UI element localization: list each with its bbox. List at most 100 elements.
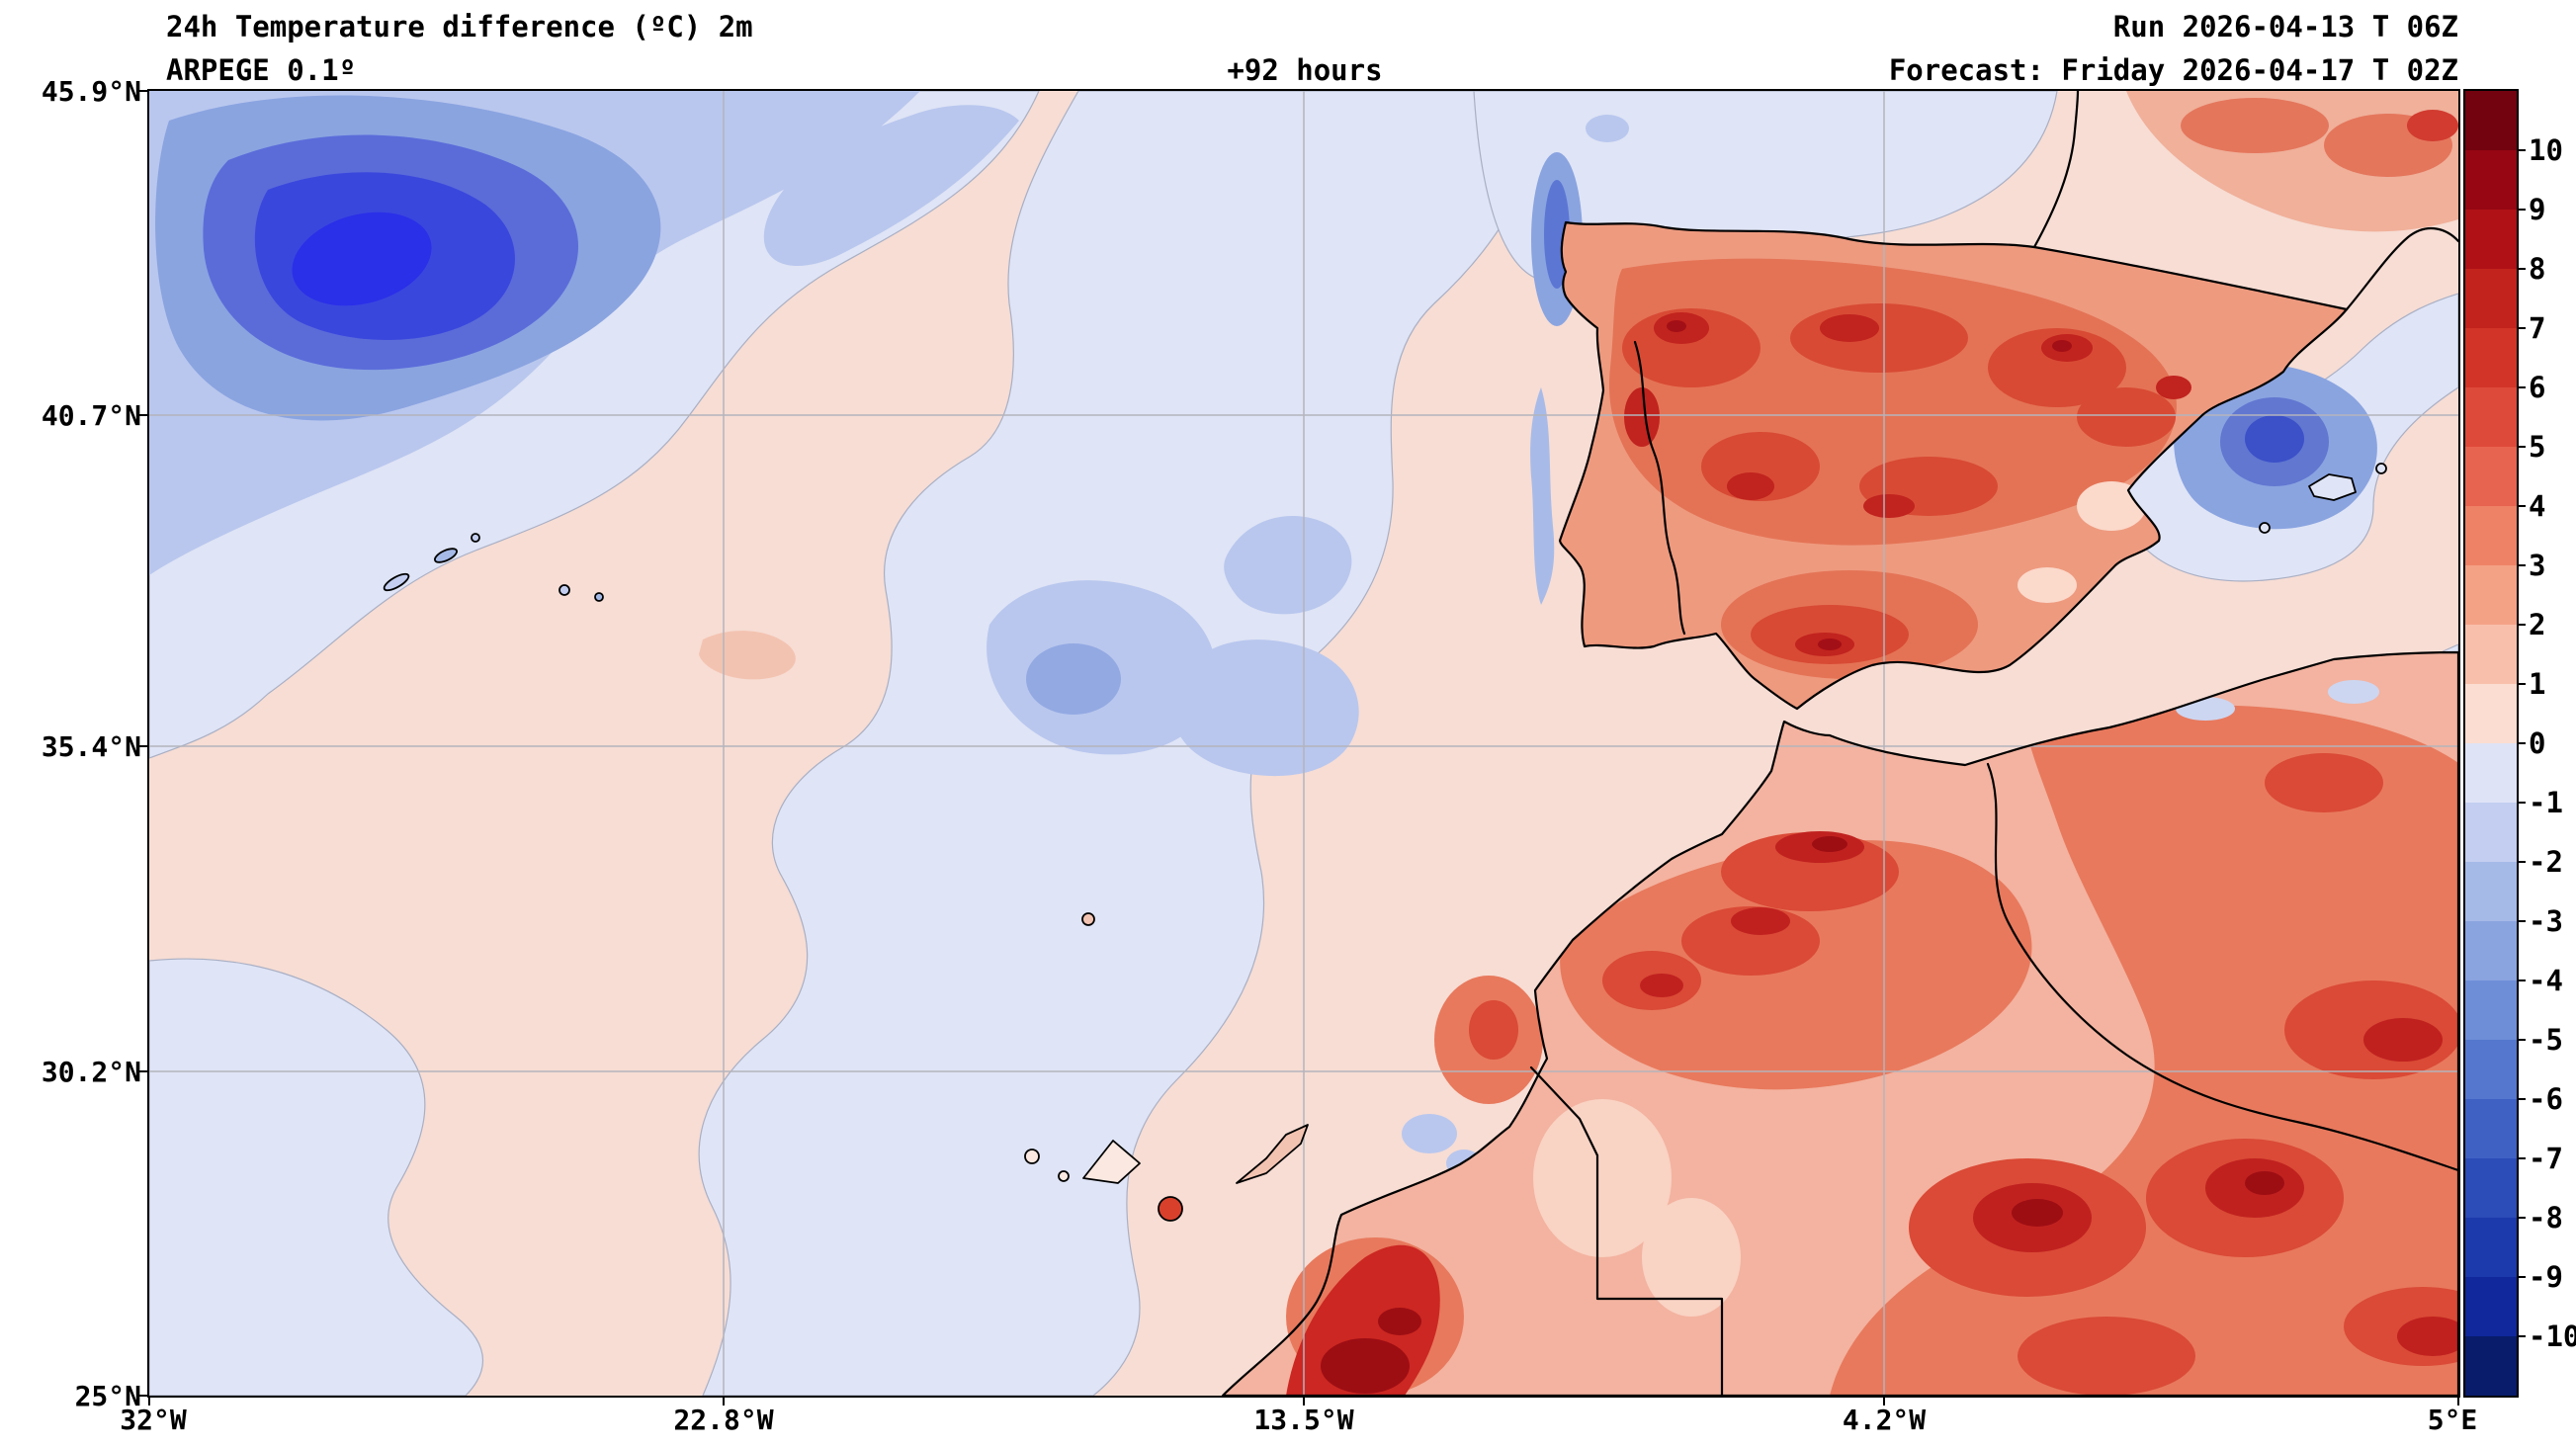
y-axis-label: 40.7°N <box>41 399 141 432</box>
colorbar-segment <box>2465 506 2517 565</box>
coastline-layer <box>1221 91 2458 1396</box>
azores-island <box>558 584 570 596</box>
colorbar-segments <box>2465 91 2517 1396</box>
colorbar-segment <box>2465 980 2517 1040</box>
gran-canaria-island <box>1158 1196 1183 1222</box>
colorbar-tick-mark <box>2517 920 2526 922</box>
colorbar-tick-label: -10 <box>2529 1320 2576 1353</box>
coast-france-atlantic <box>2032 91 2080 249</box>
azores-island <box>383 572 410 592</box>
forecast-label: Forecast: Friday 2026-04-17 T 02Z <box>1888 53 2458 87</box>
colorbar-tick-mark <box>2517 980 2526 981</box>
border-portugal-spain <box>1633 340 1686 636</box>
y-axis-label: 45.9°N <box>41 75 141 108</box>
model-label: ARPEGE 0.1º <box>166 53 357 87</box>
graticule-layer <box>149 91 2458 1396</box>
colorbar-tick-mark <box>2517 268 2526 270</box>
y-axis-label: 25°N <box>74 1380 141 1412</box>
colorbar-tick-label: 4 <box>2529 489 2546 523</box>
colorbar-tick-mark <box>2517 1157 2526 1159</box>
colorbar-segment <box>2465 447 2517 506</box>
colorbar-segment <box>2465 565 2517 625</box>
colorbar-segment <box>2465 328 2517 387</box>
colorbar-tick-label: 5 <box>2529 430 2546 464</box>
colorbar-tick-label: 1 <box>2529 667 2546 701</box>
y-tick-mark <box>139 745 149 747</box>
madeira-island <box>1081 912 1095 926</box>
y-tick-mark <box>139 1395 149 1397</box>
azores-island <box>471 533 480 543</box>
coast-france-mediterranean <box>2345 226 2458 311</box>
x-axis-label: 22.8°W <box>673 1404 774 1436</box>
x-tick-mark <box>148 1396 150 1405</box>
x-tick-mark <box>723 1396 725 1405</box>
tenerife-island <box>1082 1140 1141 1184</box>
colorbar-tick-label: 2 <box>2529 608 2546 641</box>
gomera-island <box>1058 1170 1070 1182</box>
land-anomaly-layer <box>1223 222 2458 1396</box>
colorbar-tick-label: 0 <box>2529 726 2546 760</box>
colorbar-segment <box>2465 1099 2517 1158</box>
colorbar-tick-label: -9 <box>2529 1260 2563 1294</box>
colorbar-tick-mark <box>2517 1039 2526 1041</box>
colorbar-tick-mark <box>2517 564 2526 566</box>
colorbar-tick-label: -8 <box>2529 1201 2563 1235</box>
colorbar-tick-mark <box>2517 149 2526 151</box>
colorbar-tick-mark <box>2517 1335 2526 1337</box>
colorbar-segment <box>2465 1218 2517 1277</box>
colorbar-tick-mark <box>2517 624 2526 626</box>
colorbar-segment <box>2465 921 2517 980</box>
colorbar-segment <box>2465 1336 2517 1396</box>
colorbar-segment <box>2465 269 2517 328</box>
colorbar-segment <box>2465 387 2517 447</box>
colorbar-tick-label: -5 <box>2529 1023 2563 1057</box>
colorbar-tick-mark <box>2517 209 2526 211</box>
colorbar-tick-label: 3 <box>2529 549 2546 582</box>
azores-island <box>594 592 604 602</box>
x-axis-label: 5°E <box>2427 1404 2478 1436</box>
colorbar-tick-label: -2 <box>2529 845 2563 879</box>
colorbar-tick-label: 6 <box>2529 371 2546 404</box>
colorbar-segment <box>2465 210 2517 269</box>
ibiza-island <box>2259 522 2271 534</box>
colorbar-tick-label: 7 <box>2529 311 2546 345</box>
colorbar-tick-mark <box>2517 327 2526 329</box>
border-western-sahara <box>1529 1065 1724 1396</box>
colorbar-tick-mark <box>2517 1098 2526 1100</box>
la-palma-island <box>1024 1149 1040 1164</box>
colorbar-segment <box>2465 1277 2517 1336</box>
islands-layer <box>383 463 2387 1222</box>
colorbar-tick-mark <box>2517 386 2526 388</box>
colorbar-tick-mark <box>2517 1276 2526 1278</box>
colorbar-tick-mark <box>2517 861 2526 863</box>
colorbar-tick-mark <box>2517 742 2526 744</box>
y-tick-mark <box>139 414 149 416</box>
fuerteventura-lanzarote-island <box>1236 1124 1309 1184</box>
colorbar-tick-label: -1 <box>2529 786 2563 819</box>
colorbar-tick-mark <box>2517 446 2526 448</box>
map-plot-area <box>147 89 2460 1398</box>
run-label: Run 2026-04-13 T 06Z <box>2112 10 2458 43</box>
x-axis-label: 13.5°W <box>1253 1404 1354 1436</box>
page-title: 24h Temperature difference (ºC) 2m <box>166 10 753 43</box>
y-axis-label: 35.4°N <box>41 730 141 763</box>
colorbar-tick-label: -7 <box>2529 1142 2563 1175</box>
map-svg <box>149 91 2458 1396</box>
colorbar-segment <box>2465 625 2517 684</box>
y-tick-mark <box>139 90 149 92</box>
azores-island <box>434 548 458 563</box>
lead-time-label: +92 hours <box>1227 53 1383 87</box>
x-tick-mark <box>1303 1396 1305 1405</box>
colorbar-tick-label: -3 <box>2529 904 2563 938</box>
colorbar-segment <box>2465 803 2517 862</box>
mallorca-island <box>2308 473 2357 501</box>
colorbar-segment <box>2465 1158 2517 1218</box>
colorbar-tick-mark <box>2517 1217 2526 1219</box>
colorbar-tick-label: 9 <box>2529 193 2546 226</box>
border-morocco-algeria <box>1986 762 2458 1172</box>
menorca-island <box>2375 463 2387 474</box>
x-tick-mark <box>1883 1396 1885 1405</box>
colorbar-tick-label: 10 <box>2529 133 2563 167</box>
colorbar-tick-label: -6 <box>2529 1082 2563 1116</box>
x-axis-label: 4.2°W <box>1842 1404 1927 1436</box>
